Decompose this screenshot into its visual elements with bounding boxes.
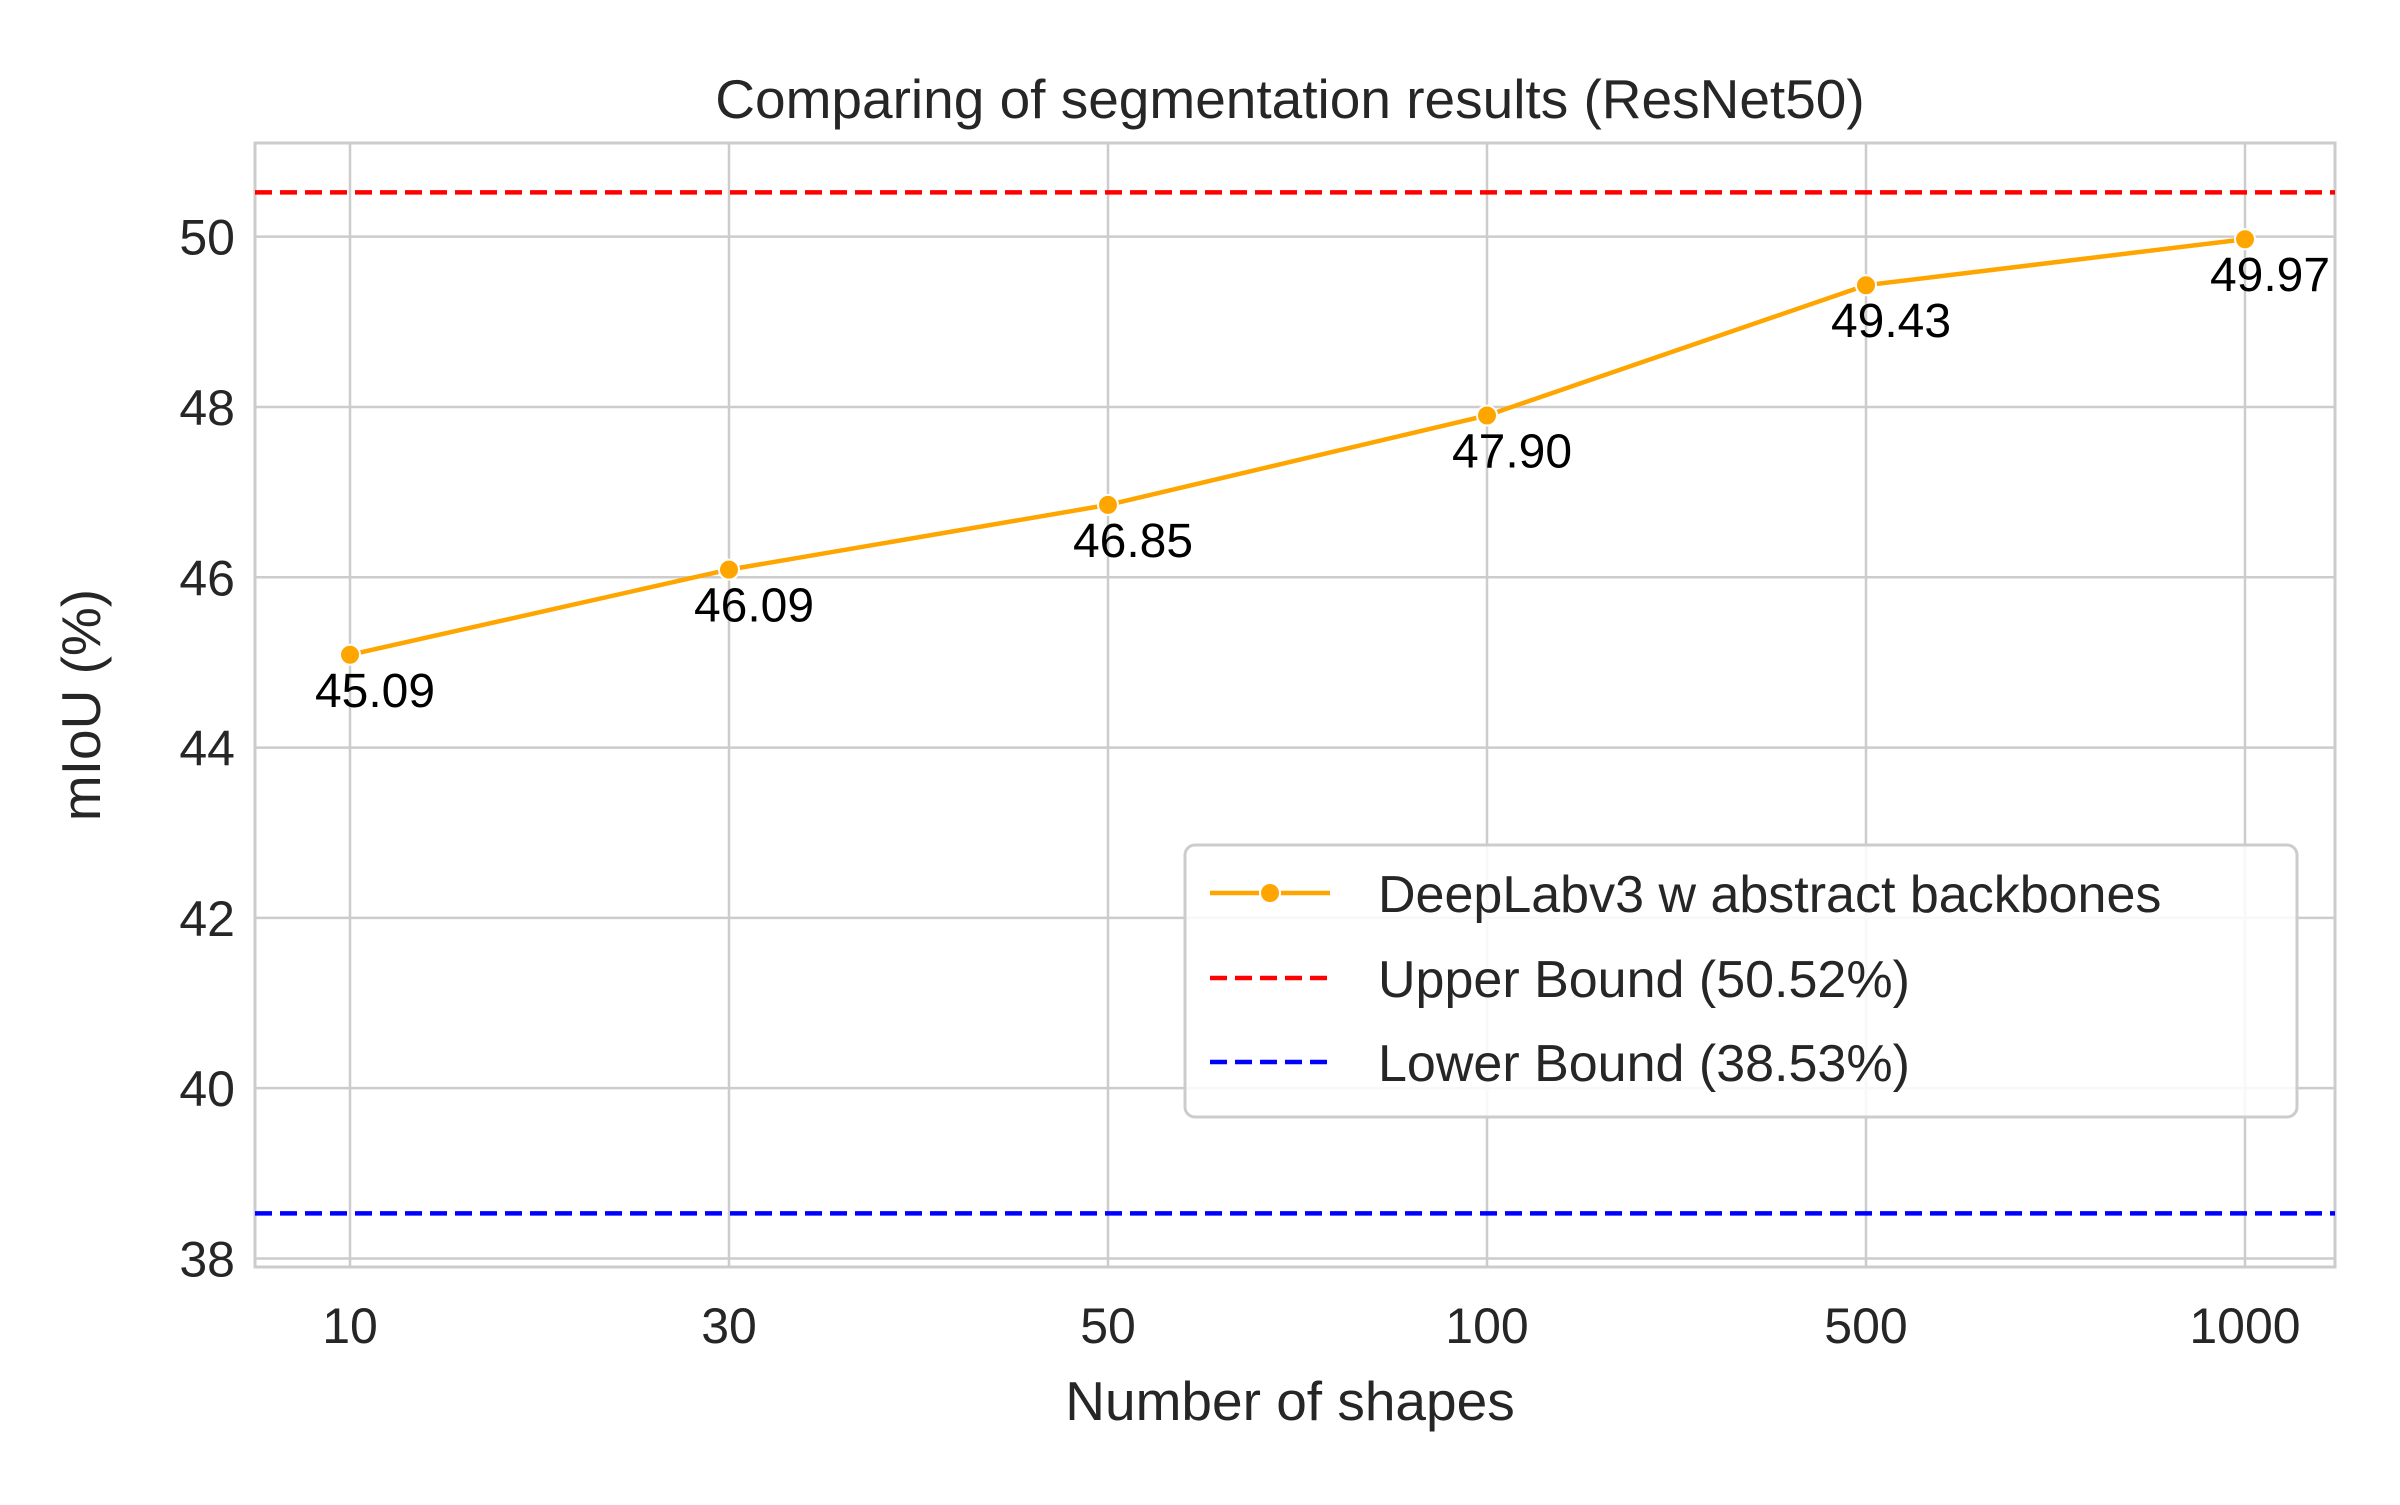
- y-axis-label: mIoU (%): [50, 589, 112, 821]
- series-line-0: [349, 236, 2246, 657]
- data-label-1000: 49.97: [2210, 249, 2330, 302]
- legend-upper-bound-label: Upper Bound (50.52%): [1378, 951, 1910, 1009]
- data-label-500: 49.43: [1831, 295, 1951, 348]
- x-tick-label-1000: 1000: [2189, 1298, 2300, 1354]
- x-tick-label-100: 100: [1445, 1298, 1528, 1354]
- tick-labels: 38 40 42 44 46 48 50 10 30 50 100 500 1000: [179, 210, 2300, 1354]
- y-tick-label-46: 46: [179, 550, 235, 606]
- x-tick-label-50: 50: [1080, 1298, 1136, 1354]
- data-label-50: 46.85: [1073, 515, 1193, 568]
- legend-series-label: DeepLabv3 w abstract backbones: [1378, 866, 2161, 924]
- legend-lower-bound-label: Lower Bound (38.53%): [1378, 1035, 1910, 1093]
- data-label-100: 47.90: [1452, 425, 1572, 478]
- data-label-30: 46.09: [694, 580, 814, 633]
- data-point-30: [718, 558, 740, 581]
- x-axis-label: Number of shapes: [1065, 1370, 1514, 1432]
- x-tick-label-30: 30: [701, 1298, 757, 1354]
- legend-box: [1183, 843, 2299, 1119]
- legend-entry-lower-bound: Lower Bound (38.53%): [1210, 1035, 1910, 1093]
- reference-lines: [255, 190, 2335, 1216]
- y-tick-label-48: 48: [179, 380, 235, 436]
- plot-frame: [253, 141, 2337, 1269]
- data-label-10: 45.09: [315, 665, 435, 718]
- y-tick-label-42: 42: [179, 891, 235, 947]
- x-tick-label-10: 10: [322, 1298, 378, 1354]
- data-point-10: [339, 643, 361, 666]
- legend-entry-series: DeepLabv3 w abstract backbones: [1210, 866, 2161, 924]
- legend-entry-upper-bound: Upper Bound (50.52%): [1210, 951, 1910, 1009]
- legend-series-marker: [1259, 882, 1281, 904]
- chart-title: Comparing of segmentation results (ResNe…: [715, 68, 1864, 130]
- y-tick-label-40: 40: [179, 1061, 235, 1117]
- data-point-50: [1097, 493, 1119, 516]
- y-tick-label-50: 50: [179, 210, 235, 266]
- data-labels: 45.09 46.09 46.85 47.90 49.43 49.97: [315, 249, 2330, 718]
- legend: DeepLabv3 w abstract backbones Upper Bou…: [1183, 843, 2299, 1119]
- x-tick-label-500: 500: [1824, 1298, 1907, 1354]
- data-point-500: [1855, 274, 1877, 297]
- data-point-100: [1476, 404, 1498, 427]
- series-layer: [339, 228, 2256, 666]
- y-tick-label-38: 38: [179, 1231, 235, 1287]
- y-tick-label-44: 44: [179, 721, 235, 777]
- data-point-1000: [2234, 228, 2256, 251]
